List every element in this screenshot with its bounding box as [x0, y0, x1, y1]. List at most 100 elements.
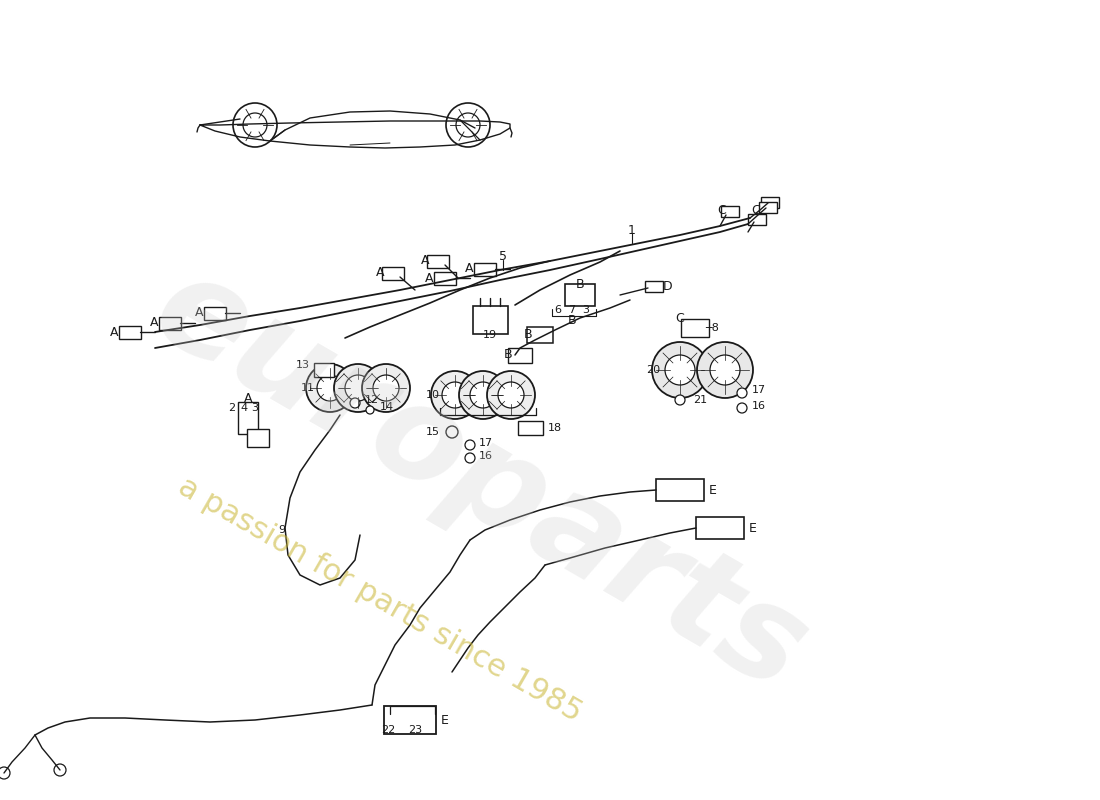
- Text: 17: 17: [478, 438, 493, 448]
- Circle shape: [465, 440, 475, 450]
- Text: 19: 19: [483, 330, 497, 340]
- Text: A: A: [464, 262, 473, 275]
- Text: B: B: [504, 349, 513, 362]
- Text: 16: 16: [478, 451, 493, 461]
- Circle shape: [737, 388, 747, 398]
- Bar: [314, 363, 334, 377]
- Bar: [681, 319, 710, 337]
- Text: 10: 10: [426, 390, 440, 400]
- Circle shape: [498, 382, 524, 408]
- Text: 20: 20: [646, 365, 660, 375]
- Bar: [427, 254, 449, 267]
- Text: 4: 4: [241, 403, 248, 413]
- Bar: [382, 266, 404, 279]
- Text: 11: 11: [301, 383, 315, 393]
- Text: 16: 16: [752, 401, 766, 411]
- Text: A: A: [150, 317, 158, 330]
- Text: A: A: [420, 254, 429, 267]
- Text: E: E: [710, 483, 717, 497]
- Circle shape: [317, 375, 343, 401]
- Text: 18: 18: [548, 423, 562, 433]
- Circle shape: [373, 375, 399, 401]
- Text: 14: 14: [379, 402, 394, 412]
- Bar: [473, 306, 507, 334]
- Bar: [248, 429, 270, 447]
- Text: 5: 5: [499, 250, 507, 263]
- Bar: [656, 479, 704, 501]
- Text: B: B: [524, 329, 532, 342]
- Text: 12: 12: [365, 395, 380, 405]
- Bar: [565, 284, 595, 306]
- Text: E: E: [749, 522, 757, 534]
- Bar: [204, 306, 226, 319]
- Circle shape: [431, 371, 478, 419]
- Circle shape: [243, 113, 267, 137]
- Text: 15: 15: [426, 427, 440, 437]
- Bar: [517, 421, 542, 435]
- Text: C: C: [751, 205, 760, 218]
- Bar: [434, 271, 456, 285]
- Text: 9: 9: [278, 525, 285, 535]
- Circle shape: [306, 364, 354, 412]
- Bar: [696, 517, 744, 539]
- Circle shape: [345, 375, 371, 401]
- Text: 21: 21: [693, 395, 707, 405]
- Text: 6: 6: [554, 305, 561, 315]
- Circle shape: [54, 764, 66, 776]
- Text: 7: 7: [569, 305, 575, 315]
- Bar: [508, 347, 532, 362]
- Circle shape: [487, 371, 535, 419]
- Circle shape: [470, 382, 496, 408]
- Text: A: A: [110, 326, 119, 338]
- Text: D: D: [663, 279, 673, 293]
- Text: a passion for parts since 1985: a passion for parts since 1985: [173, 472, 587, 728]
- Circle shape: [366, 406, 374, 414]
- Circle shape: [675, 395, 685, 405]
- Text: 2: 2: [228, 403, 235, 413]
- Text: E: E: [441, 714, 449, 726]
- Text: 17: 17: [752, 385, 766, 395]
- Bar: [238, 402, 258, 434]
- Text: 13: 13: [296, 360, 310, 370]
- Text: A: A: [425, 271, 433, 285]
- Circle shape: [666, 355, 695, 385]
- Circle shape: [459, 371, 507, 419]
- Text: ─8: ─8: [705, 323, 719, 333]
- Text: 22: 22: [381, 725, 395, 735]
- Bar: [474, 262, 496, 275]
- Circle shape: [0, 767, 10, 779]
- Text: B: B: [568, 314, 576, 326]
- Bar: [527, 327, 553, 343]
- Text: 23: 23: [408, 725, 422, 735]
- Bar: [160, 317, 182, 330]
- Circle shape: [465, 453, 475, 463]
- Circle shape: [456, 113, 480, 137]
- Circle shape: [710, 355, 740, 385]
- Text: 1: 1: [628, 223, 636, 237]
- Text: A: A: [195, 306, 204, 319]
- Bar: [384, 706, 436, 734]
- Bar: [645, 281, 663, 291]
- Text: B: B: [575, 278, 584, 291]
- Circle shape: [442, 382, 468, 408]
- Text: 3: 3: [252, 403, 258, 413]
- Text: 3: 3: [583, 305, 590, 315]
- Bar: [720, 206, 739, 217]
- Circle shape: [446, 103, 490, 147]
- Text: A: A: [244, 391, 252, 405]
- Circle shape: [697, 342, 754, 398]
- Text: europarts: europarts: [132, 242, 827, 718]
- Text: A: A: [376, 266, 384, 279]
- Text: C: C: [717, 205, 726, 218]
- Circle shape: [362, 364, 410, 412]
- Circle shape: [446, 426, 458, 438]
- Bar: [119, 326, 141, 338]
- Circle shape: [334, 364, 382, 412]
- Bar: [759, 202, 777, 213]
- Circle shape: [350, 398, 360, 408]
- Text: C: C: [675, 311, 684, 325]
- Circle shape: [233, 103, 277, 147]
- Bar: [761, 197, 779, 207]
- Circle shape: [737, 403, 747, 413]
- Circle shape: [652, 342, 708, 398]
